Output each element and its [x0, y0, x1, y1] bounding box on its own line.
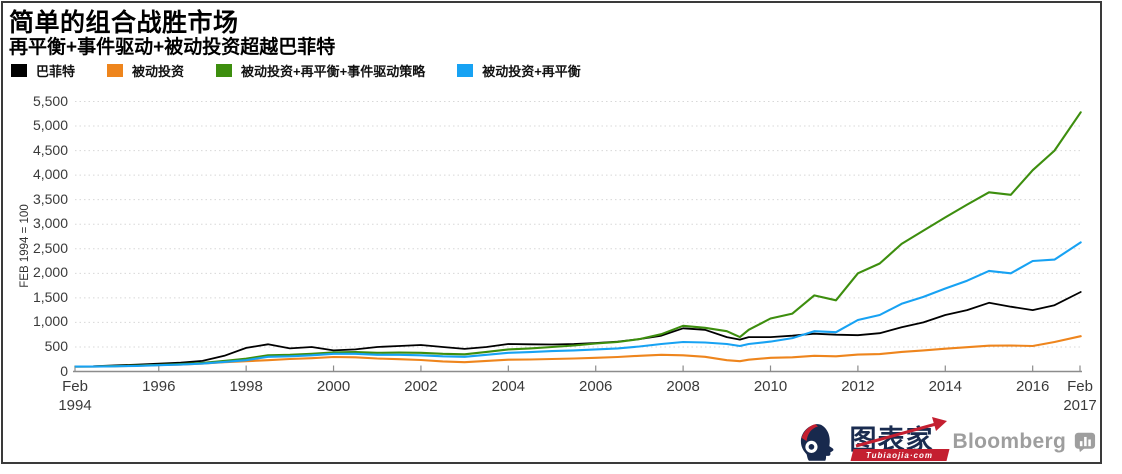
legend-item-passive-rebalance-event: 被动投资+再平衡+事件驱动策略 — [216, 61, 425, 80]
y-tick-label: 4,000 — [32, 166, 68, 183]
y-tick-label: 5,500 — [32, 92, 68, 109]
tubiaojia-head-icon — [800, 424, 834, 461]
y-tick-label: 500 — [44, 337, 68, 354]
legend-item-passive-rebalance: 被动投资+再平衡 — [457, 61, 581, 80]
x-tick-label: 2010 — [753, 378, 788, 395]
tubiaojia-logo: 图表家 Tubiaojia·com — [848, 417, 950, 464]
y-axis-title: FEB 1994 = 100 — [19, 204, 31, 288]
footer-logos: 图表家 Tubiaojia·com Bloomberg — [796, 417, 1096, 466]
legend-label: 被动投资+再平衡+事件驱动策略 — [241, 64, 426, 79]
y-tick-label: 4,500 — [32, 141, 68, 158]
x-tick-label: 2012 — [841, 378, 875, 395]
y-tick-label: 1,500 — [32, 288, 68, 305]
legend-swatch-buffett — [11, 64, 27, 77]
x-tick-label: 1996 — [142, 378, 176, 395]
legend-label: 被动投资 — [132, 64, 185, 79]
y-tick-label: 2,500 — [32, 239, 68, 256]
x-tick-label: 2002 — [404, 378, 438, 395]
x-tick-label: 2008 — [666, 378, 700, 395]
page-subtitle: 再平衡+事件驱动+被动投资超越巴菲特 — [9, 37, 336, 58]
x-tick-label: 2004 — [491, 378, 526, 395]
tubiaojia-domain-banner: Tubiaojia·com — [850, 449, 950, 461]
x-tick-label: 1998 — [229, 378, 263, 395]
legend-label: 巴菲特 — [36, 64, 76, 79]
y-tick-label: 2,000 — [32, 264, 68, 281]
x-tick-label: Feb 2017 — [1063, 378, 1097, 414]
legend-swatch-passive-rebalance — [457, 64, 474, 77]
legend-item-passive: 被动投资 — [107, 61, 184, 80]
x-tick-label: 2014 — [928, 378, 962, 395]
y-tick-label: 1,000 — [32, 313, 68, 330]
legend-swatch-passive-rebalance-event — [216, 64, 233, 77]
x-tick-label: 2016 — [1015, 378, 1050, 395]
x-tick-label: 2000 — [316, 378, 351, 395]
x-tick-label: 2006 — [579, 378, 613, 395]
y-tick-label: 5,000 — [32, 117, 68, 134]
y-tick-label: 3,500 — [32, 190, 68, 207]
y-tick-label: 0 — [60, 362, 68, 379]
y-tick-label: 3,000 — [32, 215, 68, 232]
legend-swatch-passive — [107, 64, 124, 77]
legend: 巴菲特 被动投资 被动投资+再平衡+事件驱动策略 被动投资+再平衡 — [11, 61, 581, 80]
tubiaojia-domain-text: Tubiaojia·com — [865, 450, 934, 460]
legend-label: 被动投资+再平衡 — [482, 64, 581, 79]
legend-item-buffett: 巴菲特 — [11, 61, 75, 80]
x-tick-label: Feb 1994 — [58, 378, 92, 414]
tubiaojia-arrow-icon — [855, 417, 947, 448]
page-title: 简单的组合战胜市场 — [9, 9, 239, 37]
bloomberg-chart-icon — [1074, 432, 1096, 453]
bloomberg-logo-text: Bloomberg — [952, 430, 1067, 453]
